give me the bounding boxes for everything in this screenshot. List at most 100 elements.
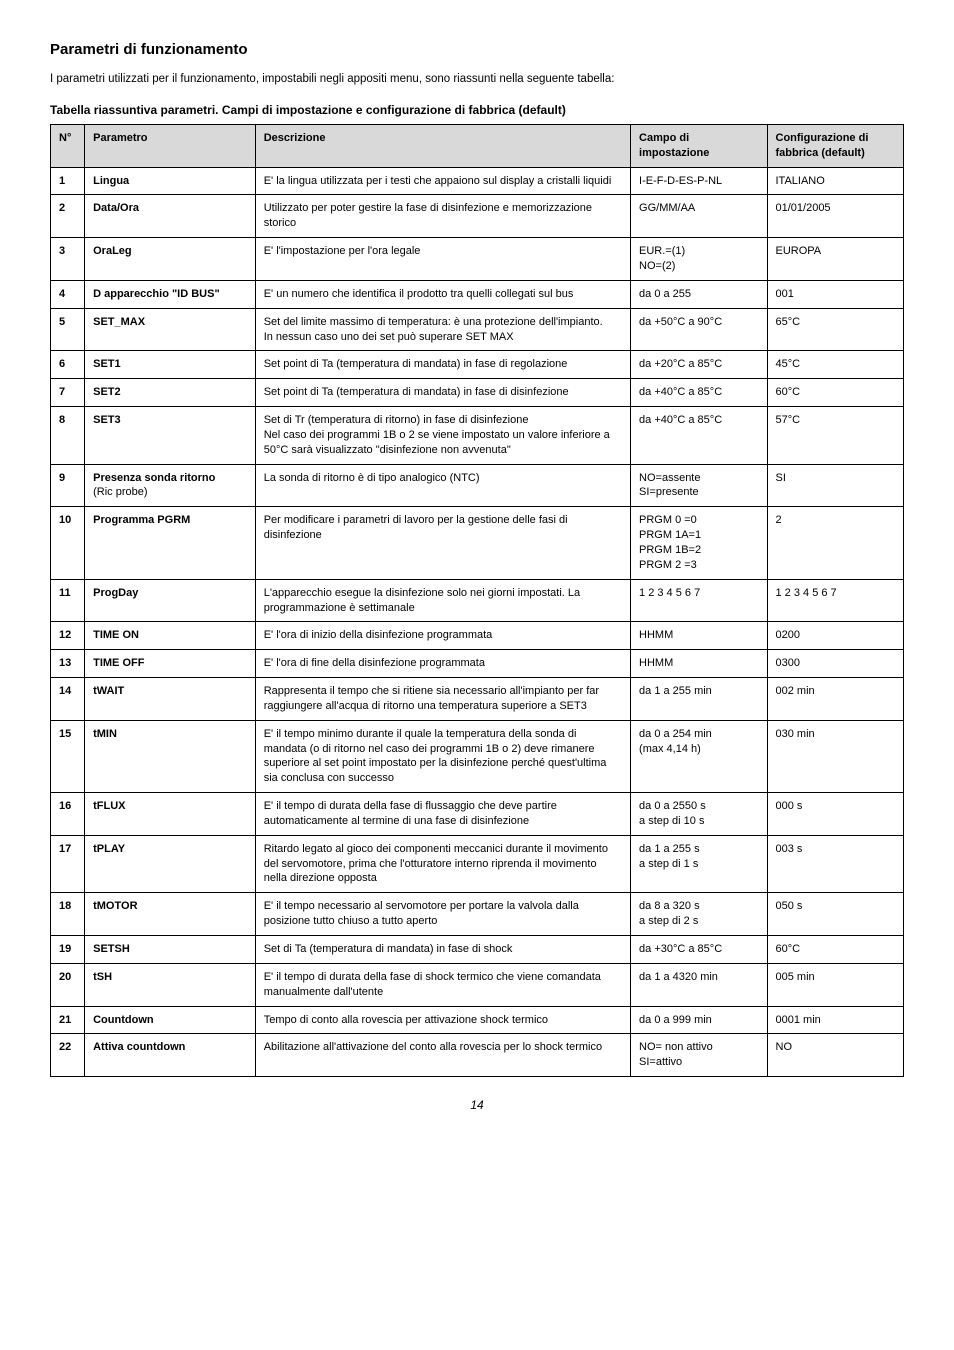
table-row: 1LinguaE' la lingua utilizzata per i tes… bbox=[51, 167, 904, 195]
cell-param: OraLeg bbox=[85, 238, 256, 281]
cell-n: 2 bbox=[51, 195, 85, 238]
cell-campo: 1 2 3 4 5 6 7 bbox=[631, 579, 767, 622]
cell-campo: NO= non attivoSI=attivo bbox=[631, 1034, 767, 1077]
cell-campo: HHMM bbox=[631, 622, 767, 650]
table-row: 7SET2Set point di Ta (temperatura di man… bbox=[51, 379, 904, 407]
cell-conf: 1 2 3 4 5 6 7 bbox=[767, 579, 904, 622]
cell-n: 11 bbox=[51, 579, 85, 622]
header-param: Parametro bbox=[85, 124, 256, 167]
cell-descr: Set del limite massimo di temperatura: è… bbox=[255, 308, 630, 351]
cell-param: SET3 bbox=[85, 407, 256, 465]
cell-param: tMOTOR bbox=[85, 893, 256, 936]
header-descr: Descrizione bbox=[255, 124, 630, 167]
table-row: 11ProgDayL'apparecchio esegue la disinfe… bbox=[51, 579, 904, 622]
cell-conf: 60°C bbox=[767, 936, 904, 964]
cell-param: SET2 bbox=[85, 379, 256, 407]
cell-param: D apparecchio "ID BUS" bbox=[85, 280, 256, 308]
table-row: 18tMOTORE' il tempo necessario al servom… bbox=[51, 893, 904, 936]
header-campo: Campo di impostazione bbox=[631, 124, 767, 167]
cell-conf: 65°C bbox=[767, 308, 904, 351]
cell-campo: NO=assenteSI=presente bbox=[631, 464, 767, 507]
cell-param: TIME OFF bbox=[85, 650, 256, 678]
cell-conf: 45°C bbox=[767, 351, 904, 379]
cell-n: 21 bbox=[51, 1006, 85, 1034]
parameters-table: N° Parametro Descrizione Campo di impost… bbox=[50, 124, 904, 1077]
cell-descr: E' il tempo di durata della fase di flus… bbox=[255, 793, 630, 836]
cell-descr: E' il tempo di durata della fase di shoc… bbox=[255, 963, 630, 1006]
cell-conf: 050 s bbox=[767, 893, 904, 936]
cell-campo: da 1 a 255 min bbox=[631, 678, 767, 721]
cell-n: 6 bbox=[51, 351, 85, 379]
table-row: 5SET_MAXSet del limite massimo di temper… bbox=[51, 308, 904, 351]
table-row: 22Attiva countdownAbilitazione all'attiv… bbox=[51, 1034, 904, 1077]
cell-descr: Set di Ta (temperatura di mandata) in fa… bbox=[255, 936, 630, 964]
table-row: 12TIME ONE' l'ora di inizio della disinf… bbox=[51, 622, 904, 650]
cell-campo: HHMM bbox=[631, 650, 767, 678]
cell-n: 10 bbox=[51, 507, 85, 579]
page-number: 14 bbox=[50, 1097, 904, 1113]
cell-campo: da 0 a 2550 sa step di 10 s bbox=[631, 793, 767, 836]
cell-conf: 000 s bbox=[767, 793, 904, 836]
cell-conf: 005 min bbox=[767, 963, 904, 1006]
cell-n: 1 bbox=[51, 167, 85, 195]
table-row: 3OraLegE' l'impostazione per l'ora legal… bbox=[51, 238, 904, 281]
table-row: 8SET3Set di Tr (temperatura di ritorno) … bbox=[51, 407, 904, 465]
cell-conf: SI bbox=[767, 464, 904, 507]
cell-param: Countdown bbox=[85, 1006, 256, 1034]
cell-conf: 57°C bbox=[767, 407, 904, 465]
cell-param: SET1 bbox=[85, 351, 256, 379]
cell-campo: da +40°C a 85°C bbox=[631, 379, 767, 407]
cell-param: Lingua bbox=[85, 167, 256, 195]
cell-descr: Abilitazione all'attivazione del conto a… bbox=[255, 1034, 630, 1077]
intro-text: I parametri utilizzati per il funzioname… bbox=[50, 72, 904, 88]
cell-descr: Rappresenta il tempo che si ritiene sia … bbox=[255, 678, 630, 721]
cell-n: 18 bbox=[51, 893, 85, 936]
cell-descr: E' l'ora di fine della disinfezione prog… bbox=[255, 650, 630, 678]
cell-n: 9 bbox=[51, 464, 85, 507]
cell-n: 4 bbox=[51, 280, 85, 308]
table-row: 4D apparecchio "ID BUS"E' un numero che … bbox=[51, 280, 904, 308]
table-row: 9Presenza sonda ritorno(Ric probe)La son… bbox=[51, 464, 904, 507]
cell-campo: EUR.=(1)NO=(2) bbox=[631, 238, 767, 281]
cell-n: 7 bbox=[51, 379, 85, 407]
cell-campo: da +30°C a 85°C bbox=[631, 936, 767, 964]
cell-conf: ITALIANO bbox=[767, 167, 904, 195]
table-row: 19SETSHSet di Ta (temperatura di mandata… bbox=[51, 936, 904, 964]
cell-conf: 030 min bbox=[767, 720, 904, 792]
table-row: 6SET1Set point di Ta (temperatura di man… bbox=[51, 351, 904, 379]
cell-n: 14 bbox=[51, 678, 85, 721]
cell-campo: I-E-F-D-ES-P-NL bbox=[631, 167, 767, 195]
cell-param: Presenza sonda ritorno(Ric probe) bbox=[85, 464, 256, 507]
cell-param: SETSH bbox=[85, 936, 256, 964]
header-conf: Configurazione di fabbrica (default) bbox=[767, 124, 904, 167]
cell-param: tMIN bbox=[85, 720, 256, 792]
cell-campo: da 1 a 255 sa step di 1 s bbox=[631, 835, 767, 893]
cell-conf: 01/01/2005 bbox=[767, 195, 904, 238]
cell-campo: da 1 a 4320 min bbox=[631, 963, 767, 1006]
cell-n: 20 bbox=[51, 963, 85, 1006]
cell-param: tWAIT bbox=[85, 678, 256, 721]
cell-descr: La sonda di ritorno è di tipo analogico … bbox=[255, 464, 630, 507]
cell-descr: Ritardo legato al gioco dei componenti m… bbox=[255, 835, 630, 893]
cell-descr: Set point di Ta (temperatura di mandata)… bbox=[255, 351, 630, 379]
table-row: 15tMINE' il tempo minimo durante il qual… bbox=[51, 720, 904, 792]
cell-conf: 2 bbox=[767, 507, 904, 579]
cell-n: 5 bbox=[51, 308, 85, 351]
cell-n: 13 bbox=[51, 650, 85, 678]
cell-param: Data/Ora bbox=[85, 195, 256, 238]
cell-n: 22 bbox=[51, 1034, 85, 1077]
table-row: 16tFLUXE' il tempo di durata della fase … bbox=[51, 793, 904, 836]
cell-conf: 60°C bbox=[767, 379, 904, 407]
cell-n: 16 bbox=[51, 793, 85, 836]
cell-descr: E' un numero che identifica il prodotto … bbox=[255, 280, 630, 308]
cell-param: Programma PGRM bbox=[85, 507, 256, 579]
cell-conf: 0300 bbox=[767, 650, 904, 678]
cell-descr: E' l'impostazione per l'ora legale bbox=[255, 238, 630, 281]
cell-conf: 0200 bbox=[767, 622, 904, 650]
header-n: N° bbox=[51, 124, 85, 167]
cell-descr: E' l'ora di inizio della disinfezione pr… bbox=[255, 622, 630, 650]
cell-descr: Per modificare i parametri di lavoro per… bbox=[255, 507, 630, 579]
cell-descr: E' la lingua utilizzata per i testi che … bbox=[255, 167, 630, 195]
table-row: 20tSHE' il tempo di durata della fase di… bbox=[51, 963, 904, 1006]
cell-n: 12 bbox=[51, 622, 85, 650]
